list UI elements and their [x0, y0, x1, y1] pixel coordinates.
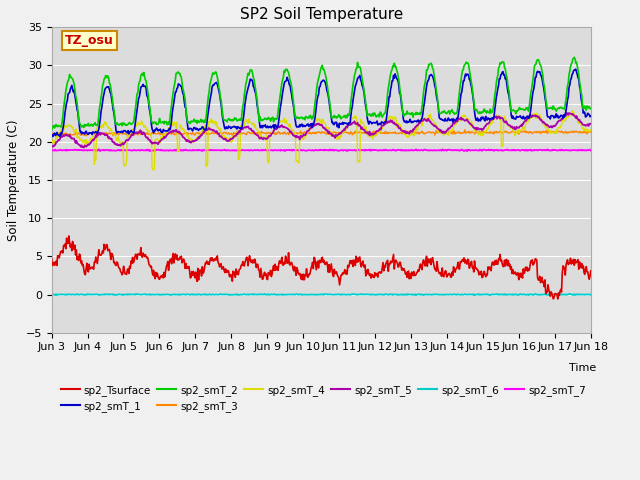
Legend: sp2_Tsurface, sp2_smT_1, sp2_smT_2, sp2_smT_3, sp2_smT_4, sp2_smT_5, sp2_smT_6, : sp2_Tsurface, sp2_smT_1, sp2_smT_2, sp2_… — [57, 381, 590, 416]
Title: SP2 Soil Temperature: SP2 Soil Temperature — [239, 7, 403, 22]
Text: Time: Time — [569, 363, 596, 373]
Text: TZ_osu: TZ_osu — [65, 34, 114, 47]
Y-axis label: Soil Temperature (C): Soil Temperature (C) — [7, 119, 20, 241]
